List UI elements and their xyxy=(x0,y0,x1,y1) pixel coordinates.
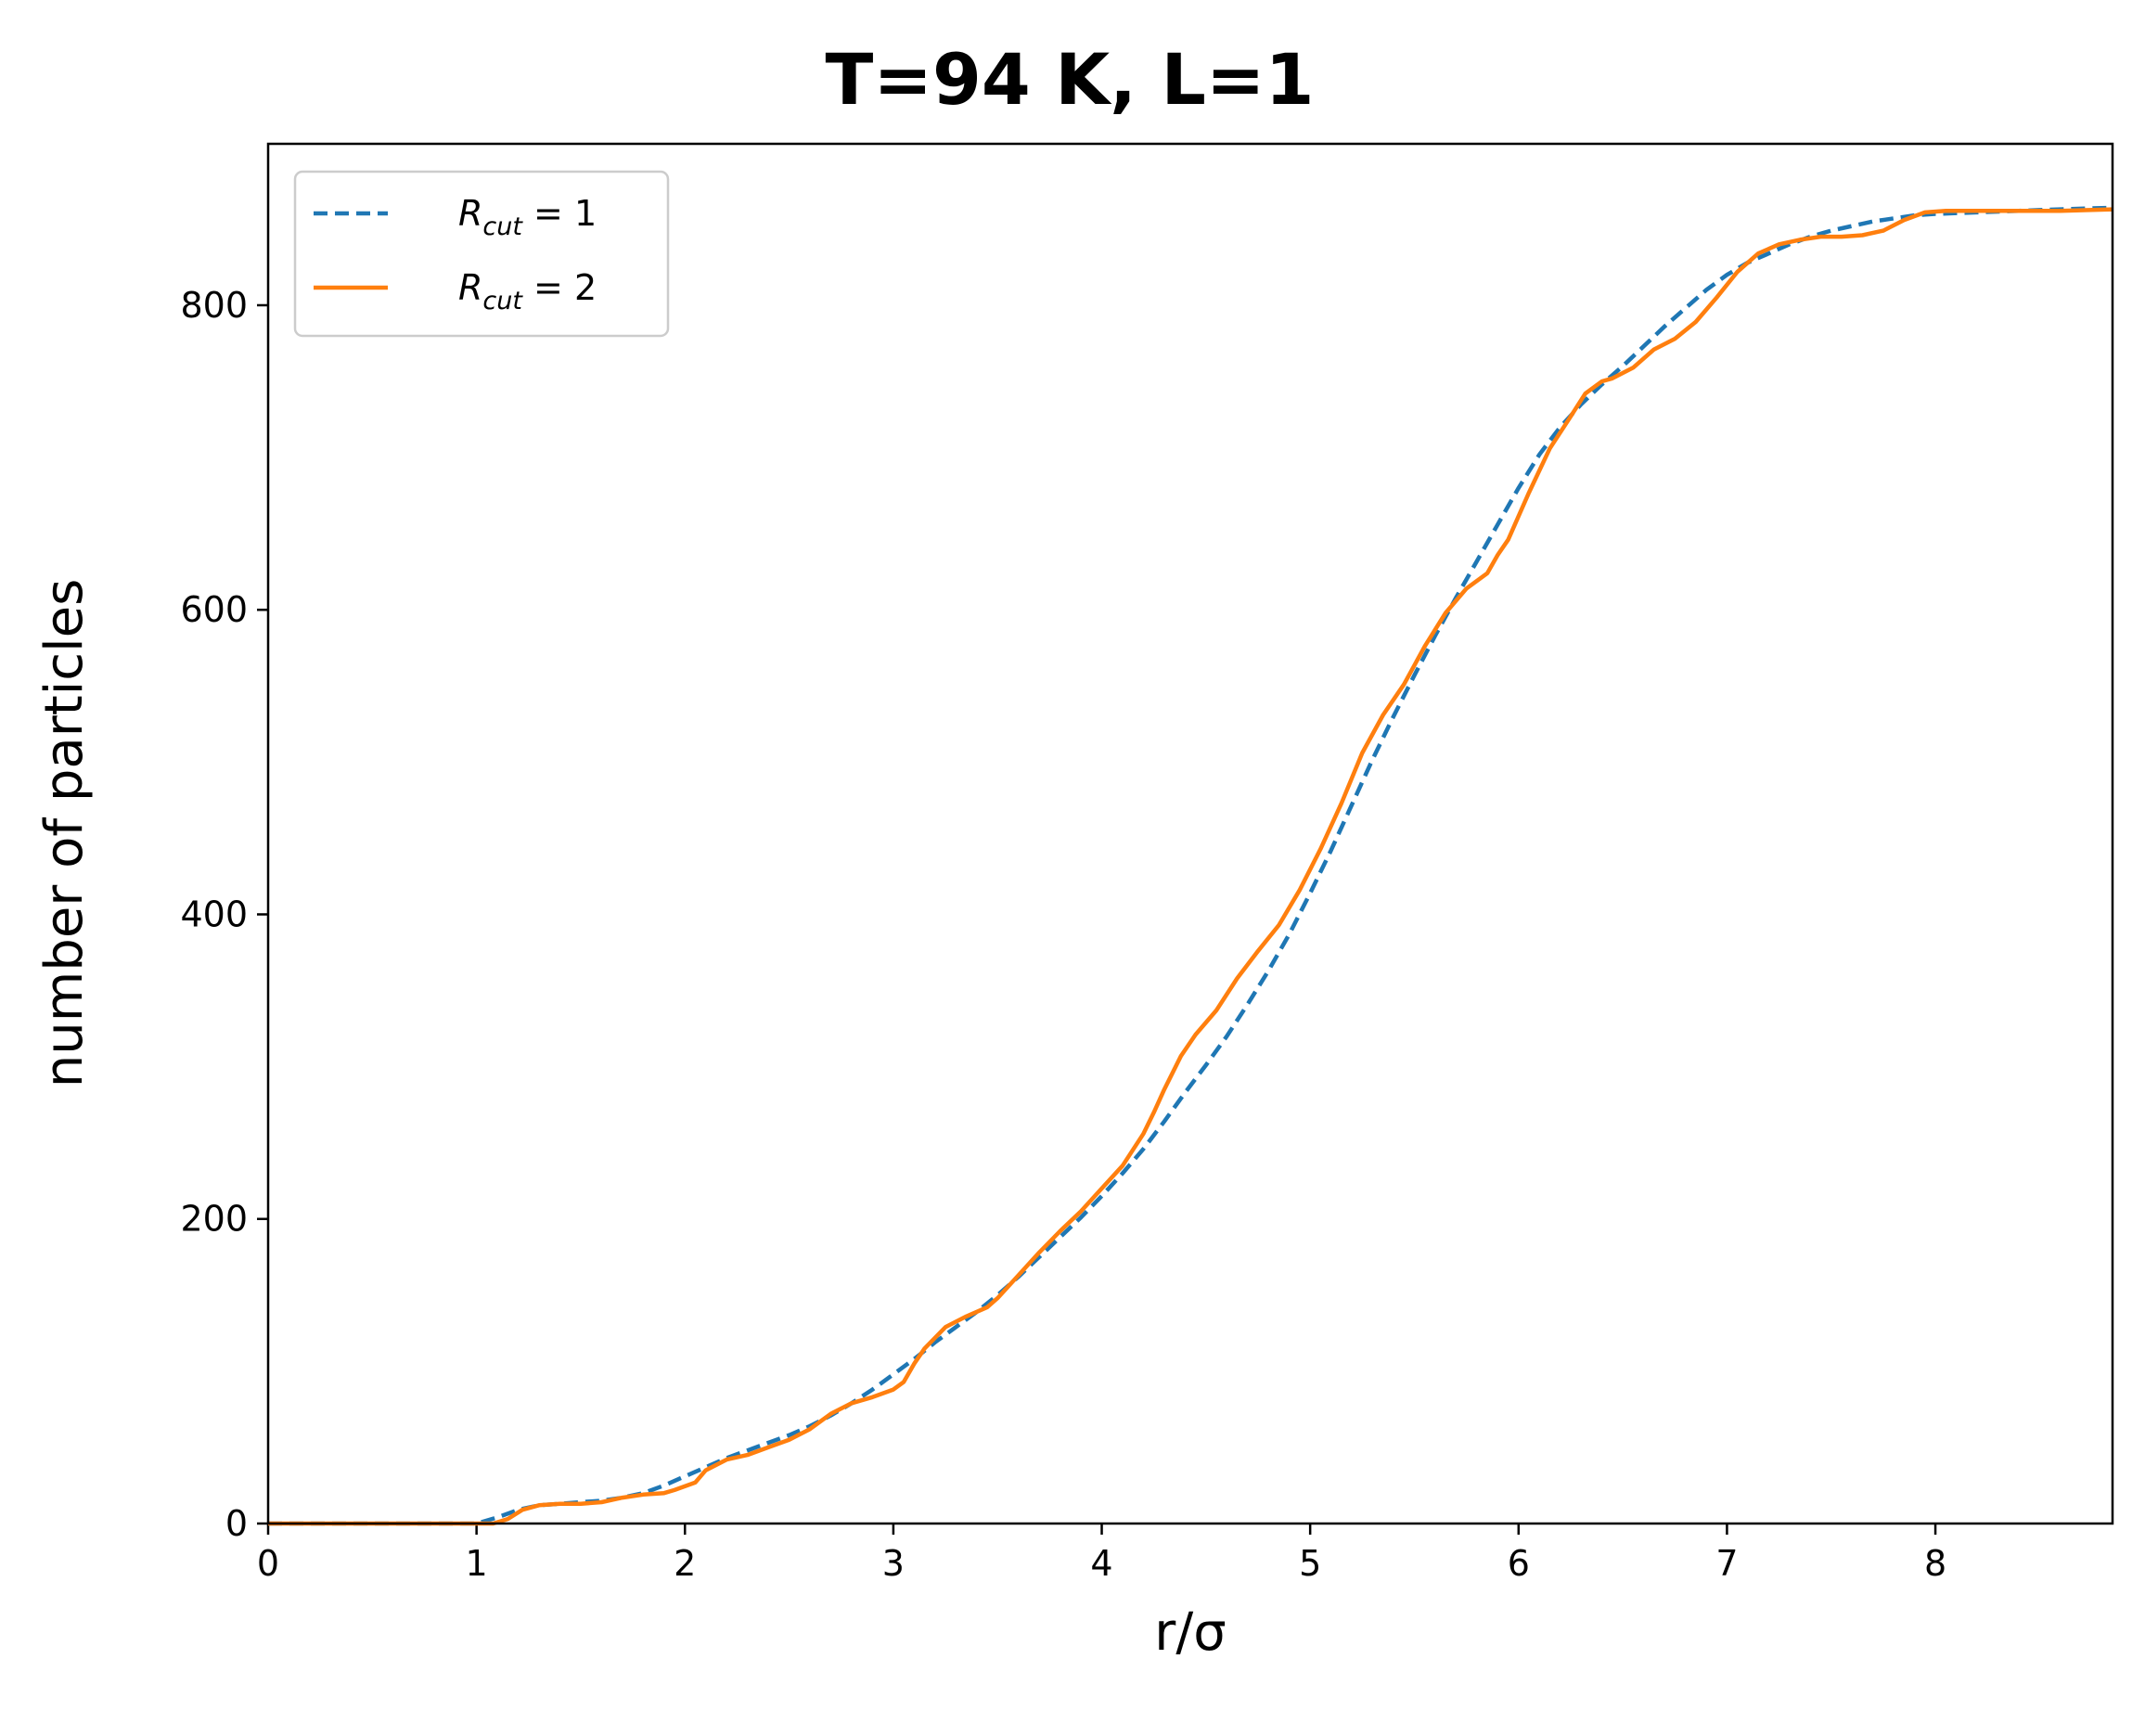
legend-frame xyxy=(293,170,670,338)
y-axis-label: number of particles xyxy=(34,579,95,1088)
x-axis-label: r/σ xyxy=(1154,1602,1226,1663)
series-group xyxy=(268,205,2113,1526)
chart-title: T=94 K, L=1 xyxy=(826,38,1315,121)
x-tick-label: 0 xyxy=(257,1543,279,1584)
series-line-rcut-1 xyxy=(268,205,2113,1526)
x-tick-label: 5 xyxy=(1299,1543,1321,1584)
legend: Rcut = 1 Rcut = 2 xyxy=(293,170,670,338)
plot-area xyxy=(268,144,2113,1524)
y-tick-label: 400 xyxy=(180,894,248,934)
x-tick-label: 6 xyxy=(1508,1543,1530,1584)
x-axis-ticks: 0 1 2 3 4 5 6 7 8 xyxy=(257,1524,1946,1584)
legend-label-rcut-2: Rcut = 2 xyxy=(458,267,597,315)
series-line-rcut-2 xyxy=(268,207,2113,1526)
y-axis-ticks: 0 200 400 600 800 xyxy=(180,285,268,1544)
y-tick-label: 200 xyxy=(180,1199,248,1240)
y-tick-label: 0 xyxy=(225,1503,248,1544)
plot-frame xyxy=(266,142,2114,1525)
x-tick-label: 3 xyxy=(882,1543,905,1584)
x-tick-label: 7 xyxy=(1715,1543,1738,1584)
x-tick-label: 1 xyxy=(466,1543,488,1584)
y-tick-label: 800 xyxy=(180,285,248,326)
x-tick-label: 8 xyxy=(1924,1543,1946,1584)
y-tick-label: 600 xyxy=(180,589,248,630)
x-tick-label: 2 xyxy=(674,1543,696,1584)
legend-label-rcut-1: Rcut = 1 xyxy=(458,193,597,241)
x-tick-label: 4 xyxy=(1090,1543,1112,1584)
